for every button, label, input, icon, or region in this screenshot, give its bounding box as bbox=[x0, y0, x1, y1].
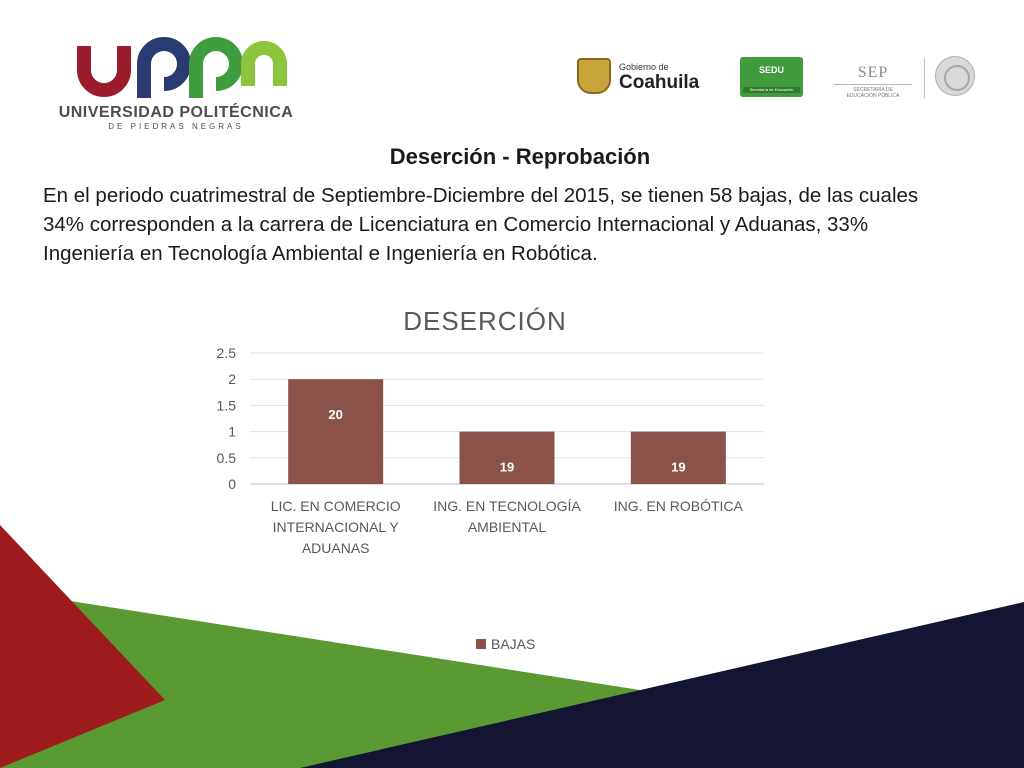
sedu-subtitle: Secretaría de Educación bbox=[749, 87, 794, 92]
sedu-logo: SEDU Secretaría de Educación bbox=[740, 57, 803, 97]
red-triangle bbox=[0, 525, 165, 768]
bar-data-label: 19 bbox=[671, 460, 685, 475]
legend: BAJAS bbox=[476, 636, 535, 652]
x-axis-labels: LIC. EN COMERCIO INTERNACIONAL Y ADUANAS IN… bbox=[271, 498, 744, 556]
x-tick-label: LIC. EN COMERCIO bbox=[271, 498, 401, 514]
navy-band bbox=[300, 602, 1024, 768]
coahuila-logo: Gobierno de Coahuila bbox=[577, 58, 709, 98]
coahuila-small-text: Gobierno de bbox=[619, 62, 669, 72]
page-title: Deserción - Reprobación bbox=[389, 144, 651, 169]
bar-data-label: 19 bbox=[500, 460, 514, 475]
sep-divider-line bbox=[834, 84, 912, 85]
university-name: UNIVERSIDAD POLITÉCNICA bbox=[58, 104, 294, 121]
sedu-name: SEDU bbox=[758, 65, 784, 75]
coahuila-name: Coahuila bbox=[619, 72, 700, 93]
coahuila-shield-icon bbox=[577, 58, 611, 94]
y-tick-label: 2 bbox=[228, 371, 236, 387]
bars: 20 19 19 bbox=[288, 379, 726, 484]
y-tick-label: 2.5 bbox=[217, 345, 237, 361]
y-tick-label: 0.5 bbox=[217, 450, 237, 466]
legend-swatch bbox=[476, 639, 486, 649]
x-tick-label: ING. EN TECNOLOGÍA bbox=[433, 498, 581, 514]
bar bbox=[288, 379, 384, 484]
upn-monogram-icon bbox=[77, 37, 287, 98]
chart-title: DESERCIÓN bbox=[403, 306, 567, 336]
y-tick-label: 0 bbox=[228, 476, 236, 492]
x-tick-label: INTERNACIONAL Y bbox=[273, 519, 400, 535]
sep-logo: SEP SECRETARÍA DE EDUCACIÓN PÚBLICA bbox=[832, 60, 922, 102]
summary-paragraph: En el periodo cuatrimestral de Septiembr… bbox=[43, 184, 919, 265]
x-tick-label: AMBIENTAL bbox=[468, 519, 547, 535]
sep-subtitle: SECRETARÍA DE EDUCACIÓN PÚBLICA bbox=[846, 87, 900, 99]
bar-data-label: 20 bbox=[328, 407, 342, 422]
y-tick-label: 1 bbox=[228, 424, 236, 440]
x-tick-label: ING. EN ROBÓTICA bbox=[614, 498, 744, 514]
bar bbox=[459, 431, 555, 484]
logo-divider bbox=[924, 58, 925, 98]
legend-label: BAJAS bbox=[491, 636, 535, 652]
x-tick-label: ADUANAS bbox=[302, 540, 370, 556]
desercion-bar-chart: DESERCIÓN 0 0.5 1 1.5 2 2.5 20 19 19 LIC. EN CO… bbox=[217, 306, 764, 652]
national-seal-icon bbox=[935, 56, 975, 96]
sedu-bar bbox=[743, 87, 800, 93]
sep-name: SEP bbox=[857, 64, 889, 81]
university-subtitle: DE PIEDRAS NEGRAS bbox=[108, 122, 244, 131]
university-logo: UNIVERSIDAD POLITÉCNICA DE PIEDRAS NEGRA… bbox=[56, 36, 296, 136]
bar bbox=[630, 431, 726, 484]
y-tick-label: 1.5 bbox=[217, 397, 237, 413]
y-axis-ticks: 0 0.5 1 1.5 2 2.5 bbox=[217, 345, 237, 492]
